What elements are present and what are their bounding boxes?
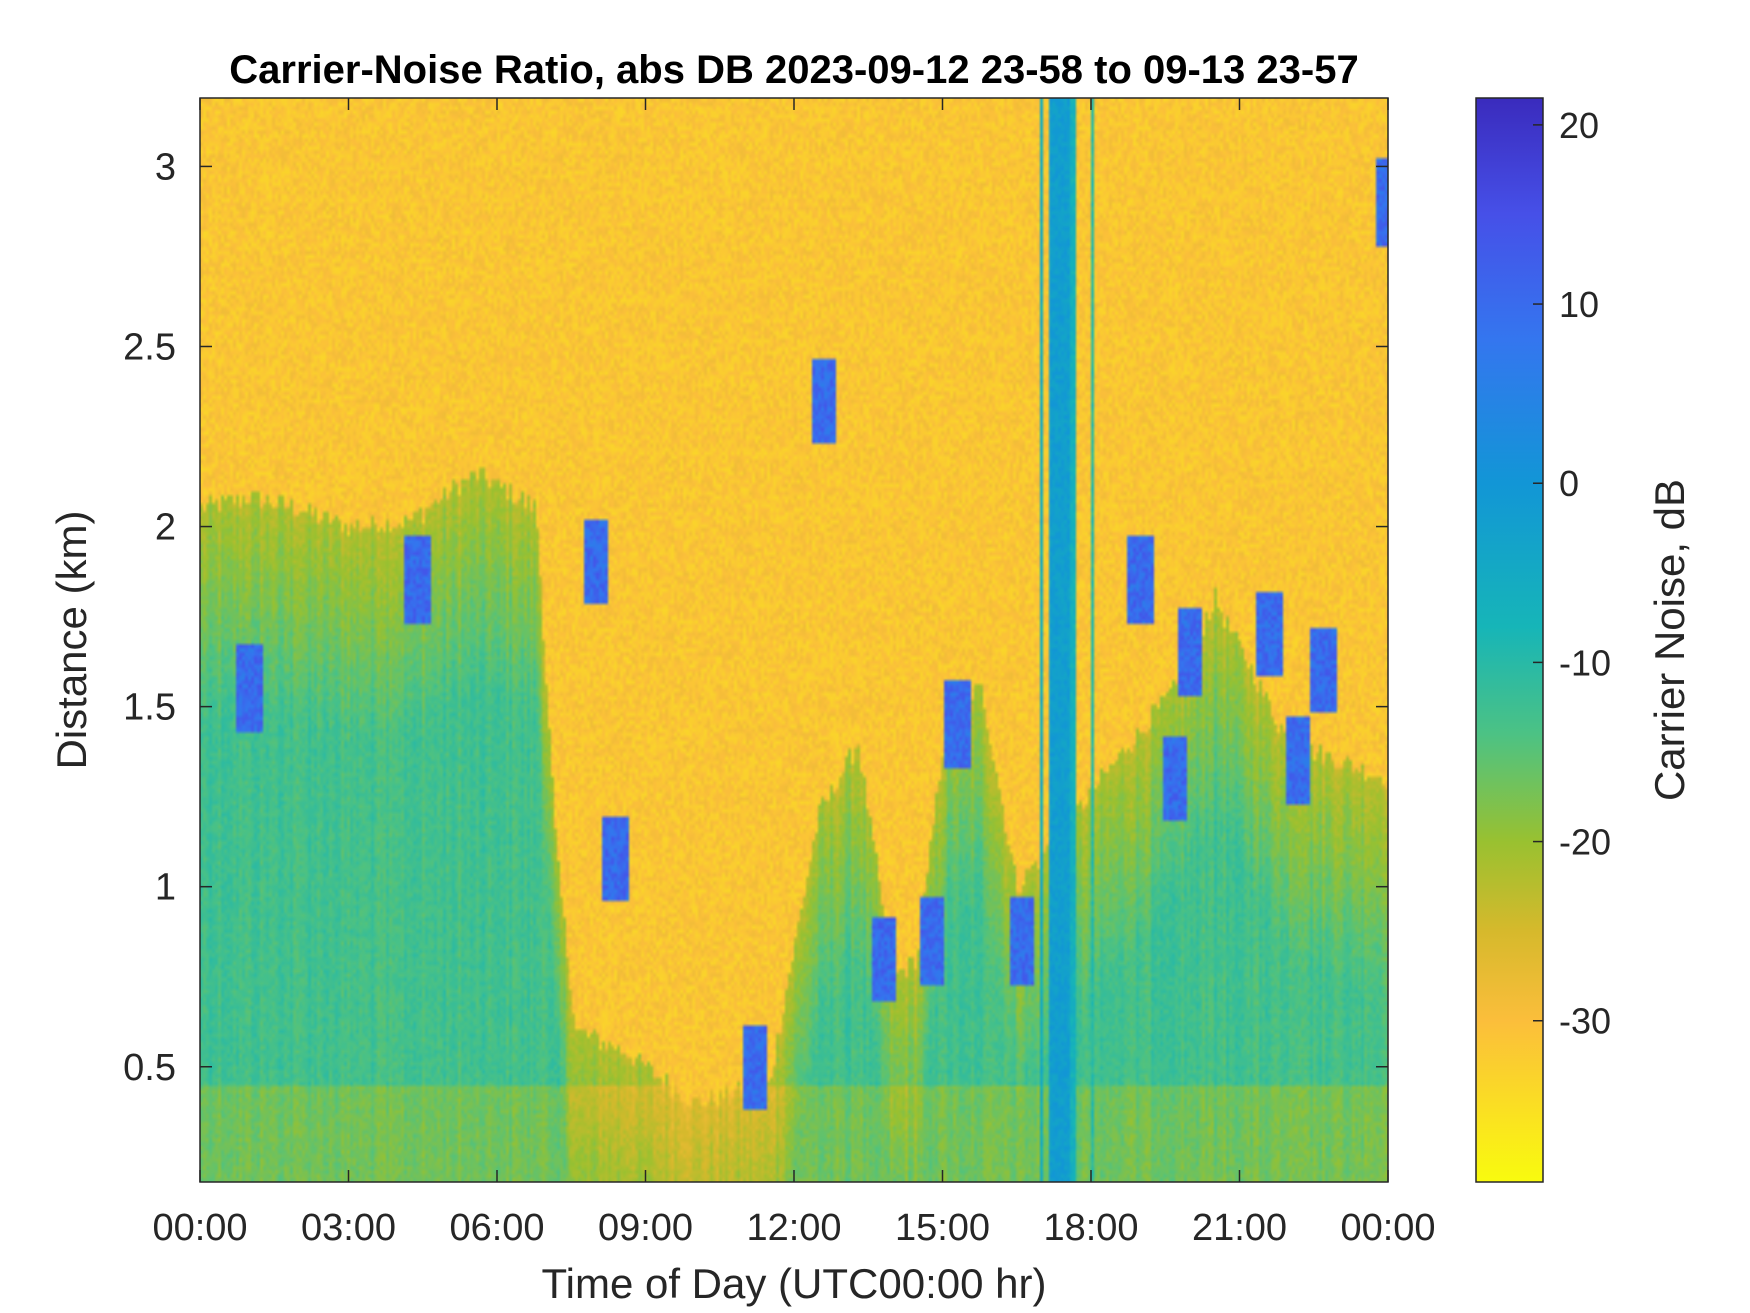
x-tick-label: 15:00 <box>895 1207 990 1249</box>
y-tick-label: 1 <box>155 867 176 909</box>
x-tick-label: 21:00 <box>1192 1207 1287 1249</box>
colorbar-tick-label: -30 <box>1559 1001 1611 1042</box>
x-tick-label: 03:00 <box>301 1207 396 1249</box>
colorbar-label: Carrier Noise, dB <box>1646 479 1693 801</box>
y-tick-label: 1.5 <box>123 687 176 729</box>
colorbar-tick-label: -20 <box>1559 822 1611 863</box>
chart-title: Carrier-Noise Ratio, abs DB 2023-09-12 2… <box>229 48 1358 92</box>
x-tick-label: 00:00 <box>152 1207 247 1249</box>
x-tick-label: 00:00 <box>1340 1207 1435 1249</box>
colorbar-tick-label: 0 <box>1559 463 1579 504</box>
y-tick-label: 2 <box>155 507 176 549</box>
colorbar-ticks: 20 10 0 -10 -20 -30 <box>1533 105 1611 1042</box>
x-tick-label: 09:00 <box>598 1207 693 1249</box>
colorbar-tick-label: -10 <box>1559 642 1611 683</box>
colorbar-gradient <box>1475 97 1544 1183</box>
colorbar: 20 10 0 -10 -20 -30 Carrier Noise, dB <box>1475 97 1693 1183</box>
colorbar-tick-label: 20 <box>1559 105 1599 146</box>
heatmap-plot-area <box>200 98 1388 1182</box>
heatmap-raster <box>200 98 1388 1182</box>
y-axis-label: Distance (km) <box>48 510 95 769</box>
y-tick-label: 2.5 <box>123 326 176 368</box>
y-axis: 0.5 1 1.5 2 2.5 3 <box>123 146 1388 1089</box>
y-tick-label: 0.5 <box>123 1047 176 1089</box>
x-tick-label: 12:00 <box>746 1207 841 1249</box>
x-axis: 00:00 03:00 06:00 09:00 12:00 15:00 18:00 21:00… <box>152 98 1436 1249</box>
x-axis-label: Time of Day (UTC00:00 hr) <box>542 1260 1047 1307</box>
colorbar-tick-label: 10 <box>1559 284 1599 325</box>
x-tick-label: 06:00 <box>449 1207 544 1249</box>
x-tick-label: 18:00 <box>1043 1207 1138 1249</box>
y-tick-label: 3 <box>155 146 176 188</box>
